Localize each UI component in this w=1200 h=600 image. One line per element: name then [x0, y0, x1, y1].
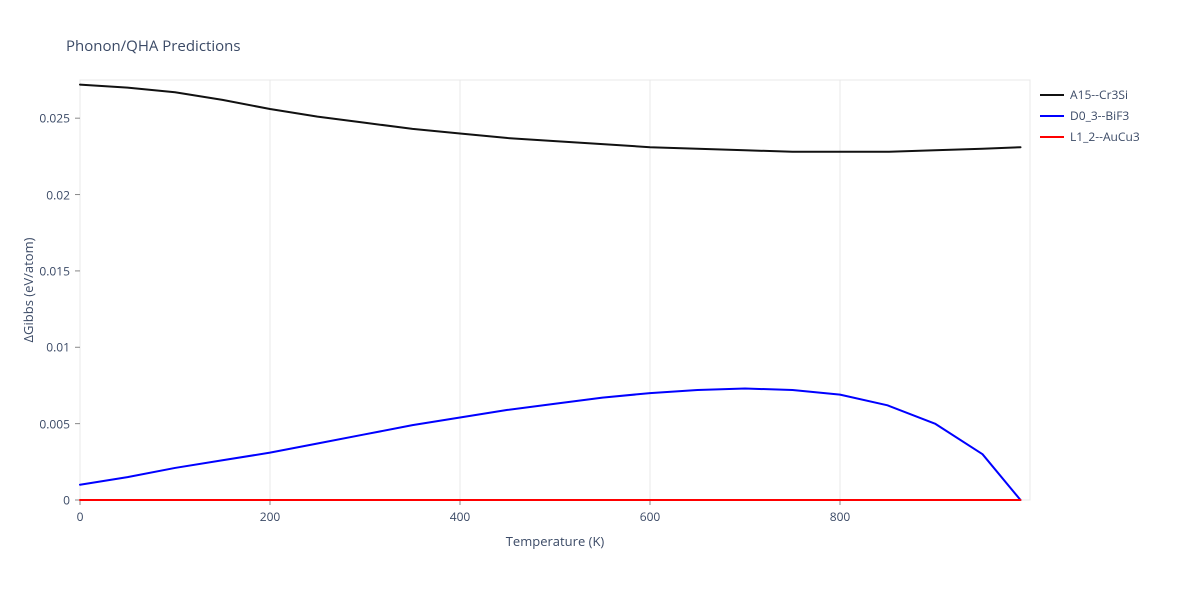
- y-tick-label: 0.015: [39, 262, 70, 279]
- x-tick-label: 800: [830, 508, 851, 525]
- legend-swatch: [1040, 136, 1064, 138]
- x-axis-label: Temperature (K): [506, 532, 605, 550]
- legend-item[interactable]: A15--Cr3Si: [1040, 86, 1140, 103]
- plot-area: [80, 80, 1030, 500]
- y-axis-label: ΔGibbs (eV/atom): [19, 238, 37, 343]
- legend-label: L1_2--AuCu3: [1070, 128, 1140, 145]
- x-tick-label: 600: [640, 508, 661, 525]
- x-tick-label: 400: [450, 508, 471, 525]
- legend-label: D0_3--BiF3: [1070, 107, 1129, 124]
- series-line[interactable]: [80, 389, 1021, 500]
- legend-label: A15--Cr3Si: [1070, 86, 1128, 103]
- y-tick-label: 0.005: [39, 415, 70, 432]
- y-tick-label: 0.01: [46, 339, 70, 356]
- x-tick-label: 0: [77, 508, 84, 525]
- legend: A15--Cr3Si D0_3--BiF3 L1_2--AuCu3: [1040, 86, 1140, 149]
- legend-item[interactable]: D0_3--BiF3: [1040, 107, 1140, 124]
- series-line[interactable]: [80, 85, 1021, 152]
- y-tick-label: 0.025: [39, 110, 70, 127]
- y-tick-label: 0.02: [46, 186, 70, 203]
- legend-swatch: [1040, 94, 1064, 96]
- legend-item[interactable]: L1_2--AuCu3: [1040, 128, 1140, 145]
- x-tick-label: 200: [260, 508, 281, 525]
- chart-title: Phonon/QHA Predictions: [66, 36, 241, 56]
- chart-container: Phonon/QHA Predictions Temperature (K) Δ…: [0, 0, 1200, 600]
- y-tick-label: 0: [63, 492, 70, 509]
- legend-swatch: [1040, 115, 1064, 117]
- plot-svg: [80, 80, 1030, 500]
